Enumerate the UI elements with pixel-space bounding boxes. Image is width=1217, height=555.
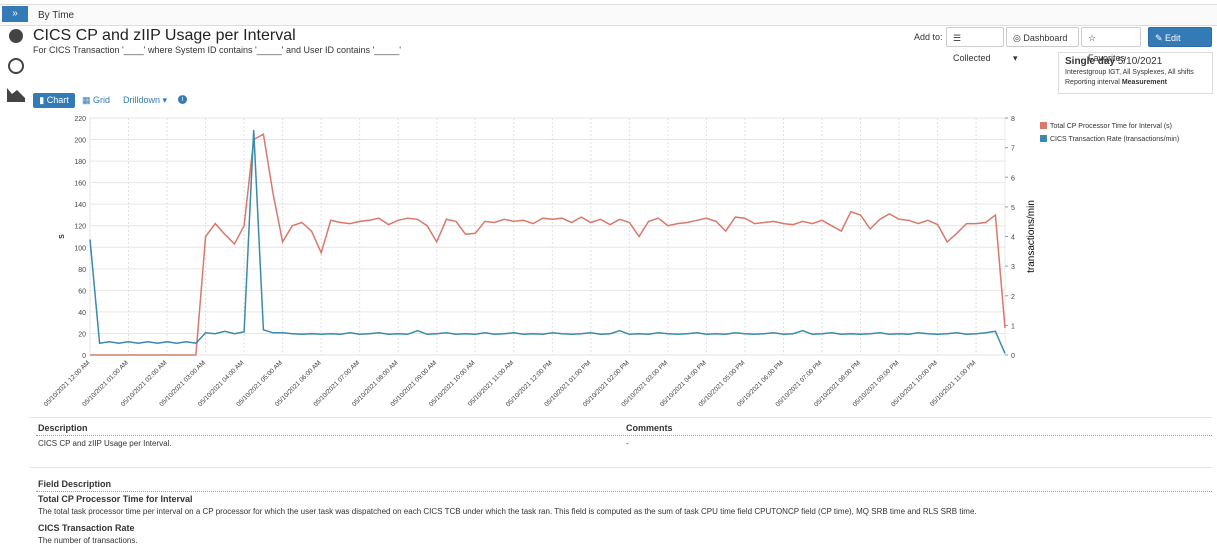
label: Edit report	[1155, 33, 1181, 63]
y2-tick-label: 6	[1011, 175, 1015, 182]
y2-tick-label: 8	[1011, 116, 1015, 123]
collected-button[interactable]: ☰ Collected	[946, 27, 1004, 63]
y2-tick-label: 4	[1011, 235, 1015, 242]
page-subtitle: For CICS Transaction '____' where System…	[33, 45, 401, 55]
y-tick-label: 0	[82, 353, 86, 360]
divider	[36, 491, 1212, 492]
field-text: The number of transactions.	[38, 536, 138, 545]
info-icon[interactable]: i	[178, 95, 187, 104]
interval-label: Reporting interval	[1065, 79, 1120, 86]
y2-tick-label: 7	[1011, 146, 1015, 153]
top-bar	[0, 4, 1217, 26]
chart: 0204060801001201401601802002200123456780…	[43, 116, 1179, 408]
divider	[30, 467, 1212, 468]
field-description-title: Field Description	[38, 479, 112, 489]
y2-tick-label: 1	[1011, 323, 1015, 330]
period-label: Single day	[1065, 56, 1116, 67]
icon-area-chart[interactable]	[7, 88, 25, 102]
field-text: The total task processor time per interv…	[38, 507, 977, 516]
y2-axis-label: transactions/min	[1026, 200, 1037, 273]
y2-tick-label: 2	[1011, 294, 1015, 301]
icon-gauge[interactable]	[8, 58, 24, 74]
legend-label: CICS Transaction Rate (transactions/min)	[1050, 136, 1179, 143]
comments-header: Comments	[626, 423, 673, 433]
icon-dashboard[interactable]	[9, 29, 23, 43]
y-tick-label: 140	[74, 202, 86, 209]
info-box: Single day 5/10/2021 Interestgroup IGT, …	[1058, 52, 1213, 94]
period-value: 5/10/2021	[1117, 56, 1163, 67]
info-line: Interestgroup IGT, All Sysplexes, All sh…	[1065, 69, 1194, 76]
series-line	[90, 133, 1006, 356]
description-text: CICS CP and zIIP Usage per Interval.	[38, 439, 172, 448]
info-line: Reporting interval Measurement	[1065, 78, 1206, 88]
field-name: Total CP Processor Time for Interval	[38, 494, 193, 504]
comments-text: -	[626, 439, 629, 448]
field-name: CICS Transaction Rate	[38, 523, 135, 533]
period: Single day 5/10/2021	[1065, 56, 1206, 68]
y-tick-label: 40	[78, 310, 86, 317]
label: Grid	[93, 95, 111, 105]
legend-label: Total CP Processor Time for Interval (s)	[1050, 123, 1172, 130]
chart-tab[interactable]: ▮ Chart	[33, 93, 75, 108]
y-tick-label: 160	[74, 181, 86, 188]
legend-swatch	[1040, 122, 1047, 129]
y-tick-label: 60	[78, 288, 86, 295]
dashboard-button[interactable]: ◎ Dashboard ▾	[1006, 27, 1079, 63]
drilldown-tab[interactable]: Drilldown ▾	[123, 95, 168, 105]
y2-tick-label: 5	[1011, 205, 1015, 212]
y-tick-label: 120	[74, 224, 86, 231]
series-line	[89, 129, 1006, 354]
y2-tick-label: 3	[1011, 264, 1015, 271]
y-tick-label: 220	[74, 116, 86, 123]
label: Chart	[46, 95, 69, 105]
y-tick-label: 200	[74, 138, 86, 145]
sidebar-toggle[interactable]: »	[2, 6, 28, 22]
sidebar-icons	[7, 29, 25, 102]
label: Drilldown	[123, 95, 161, 105]
interval-value: Measurement	[1121, 79, 1167, 86]
label: Collected	[953, 53, 991, 63]
y2-tick-label: 0	[1011, 353, 1015, 360]
label: Favorites	[1088, 53, 1126, 63]
breadcrumb: By Time	[38, 10, 75, 21]
y-tick-label: 100	[74, 245, 86, 252]
add-to-label: Add to:	[914, 32, 943, 42]
favorites-button[interactable]: ☆ Favorites	[1081, 27, 1141, 63]
description-header: Description	[38, 423, 88, 433]
page-title: CICS CP and zIIP Usage per Interval	[33, 27, 296, 44]
y-axis-label: s	[56, 234, 66, 239]
y-tick-label: 20	[78, 331, 86, 338]
edit-report-button[interactable]: ✎ Edit report	[1148, 27, 1212, 63]
y-tick-label: 80	[78, 267, 86, 274]
label: Dashboard	[1023, 33, 1068, 43]
legend-swatch	[1040, 135, 1047, 142]
y-tick-label: 180	[74, 159, 86, 166]
grid-tab[interactable]: ▦ Grid	[82, 95, 111, 105]
divider	[36, 435, 1212, 436]
divider	[30, 417, 1212, 418]
